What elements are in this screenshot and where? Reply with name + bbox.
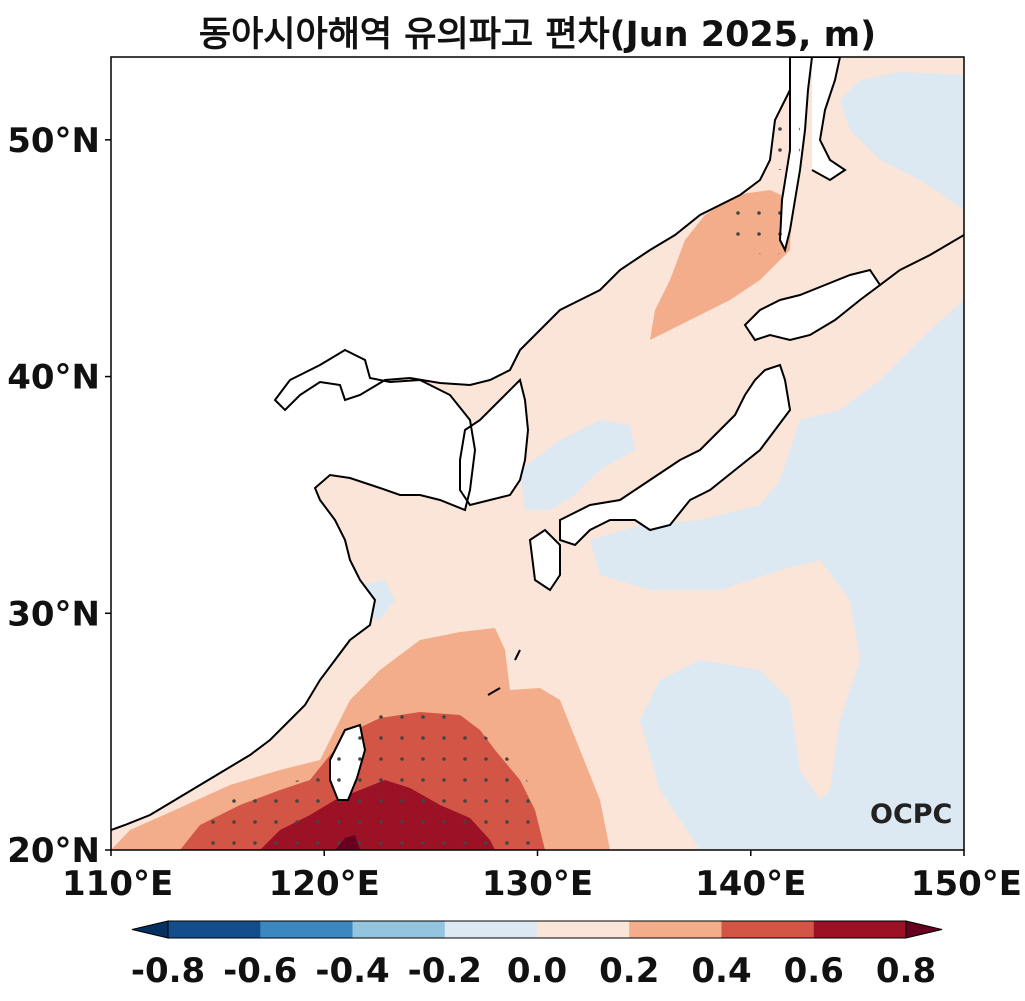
land-hokkaido <box>745 270 880 340</box>
lon-tick-label: 110°E <box>62 864 173 904</box>
colorbar-tick-label: -0.8 <box>131 951 205 991</box>
colorbar-extend-low <box>131 920 169 939</box>
land-kamchatka-coast <box>812 57 845 180</box>
colorbar-tick-label: 0.6 <box>784 951 844 991</box>
contour-neg0.2-0.0-northeast <box>840 72 964 210</box>
land-japan-kyushu <box>530 530 560 590</box>
colorbar-tick-label: 0.8 <box>876 951 936 991</box>
colorbar-tick-label: -0.6 <box>223 951 297 991</box>
latitude-axis: 20°N 30°N 40°N 50°N <box>7 121 111 871</box>
colorbar-segment <box>168 921 261 938</box>
anomaly-field <box>111 57 964 850</box>
stipple-south <box>200 712 545 850</box>
land-korea <box>460 380 528 505</box>
lat-tick-label: 30°N <box>7 594 100 634</box>
contour-neg0.2-0.0-korea-strait <box>520 420 635 510</box>
colorbar-segment <box>444 921 538 938</box>
colorbar-tick-label: 0.4 <box>691 951 751 991</box>
stipple-north <box>720 200 790 260</box>
ocpc-logo: OCPC <box>870 799 952 830</box>
map-title: 동아시아해역 유의파고 편차(Jun 2025, m) <box>198 15 877 55</box>
colorbar-tick-label: -0.2 <box>408 951 482 991</box>
land-japan-honshu <box>560 365 790 545</box>
land-asia <box>111 57 790 830</box>
colorbar-segment <box>537 921 630 938</box>
longitude-axis: 110°E 120°E 130°E 140°E 150°E <box>62 850 1022 904</box>
lon-tick-label: 140°E <box>695 864 806 904</box>
lat-tick-label: 20°N <box>7 831 100 871</box>
colorbar-tick-label: 0.2 <box>599 951 659 991</box>
lat-tick-label: 50°N <box>7 121 100 161</box>
colorbar-frame <box>167 920 907 939</box>
lon-tick-label: 150°E <box>911 864 1022 904</box>
colorbar-segment <box>721 921 815 938</box>
colorbar-extend-high <box>905 920 943 939</box>
colorbar-segment <box>260 921 353 938</box>
lat-tick-label: 40°N <box>7 358 100 398</box>
colorbar-tick-label: 0.0 <box>507 951 567 991</box>
contour-neg0.2-0.0-pacific <box>590 300 964 850</box>
colorbar: -0.8 -0.6 -0.4 -0.2 0.0 0.2 0.4 0.6 0.8 <box>131 920 943 991</box>
colorbar-segment <box>813 921 907 938</box>
colorbar-segment <box>352 921 446 938</box>
colorbar-tick-label: -0.4 <box>315 951 389 991</box>
coastlines <box>111 57 964 831</box>
lon-tick-label: 130°E <box>482 864 593 904</box>
colorbar-segment <box>629 921 722 938</box>
lon-tick-label: 120°E <box>269 864 380 904</box>
